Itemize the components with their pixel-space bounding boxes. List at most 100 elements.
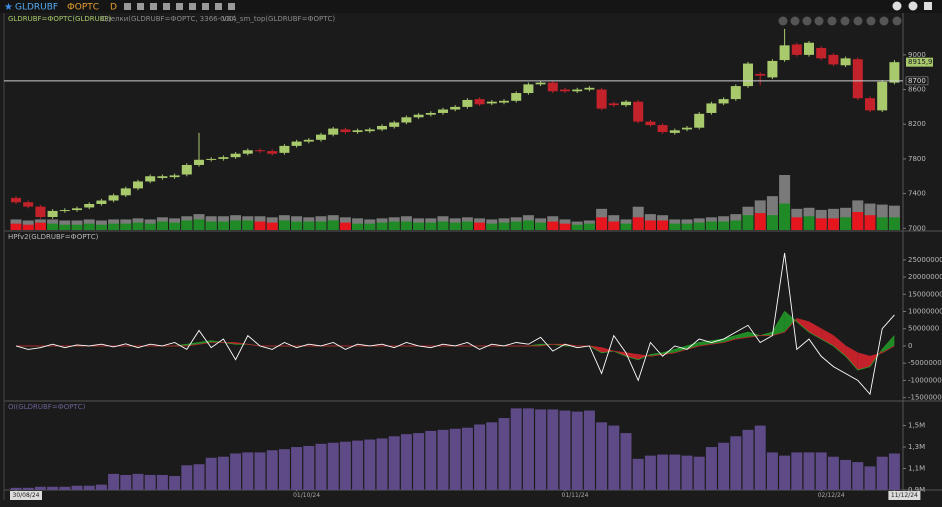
tool-icon[interactable]	[163, 3, 170, 10]
panel-title: OI(GLDRUBF=ФОРТС)	[8, 403, 86, 411]
candle-body	[816, 47, 827, 59]
date-label-box	[888, 491, 921, 500]
volume-bar	[144, 223, 156, 230]
candle-body	[206, 158, 217, 160]
volume-bar	[291, 221, 303, 230]
oi-bar	[718, 442, 730, 490]
tool-icon[interactable]	[189, 3, 196, 10]
oi-bar	[803, 452, 815, 490]
nav-button[interactable]	[853, 16, 863, 26]
tool-icon[interactable]	[176, 3, 183, 10]
candle-body	[133, 181, 143, 189]
volume-bar	[71, 224, 83, 230]
nav-button[interactable]	[802, 16, 812, 26]
y-tick-label: 1,1M	[908, 465, 925, 473]
date-label-box	[559, 491, 591, 500]
exchange[interactable]: ФОРТС	[67, 3, 99, 13]
oi-bar	[22, 487, 34, 490]
candle-body	[547, 82, 558, 92]
tool-icon[interactable]	[150, 3, 157, 10]
tool-icon[interactable]	[215, 3, 222, 10]
candle-body	[511, 93, 522, 101]
star-icon[interactable]: ★	[4, 2, 13, 13]
oi-bar	[413, 433, 425, 490]
oi-bar	[705, 447, 717, 490]
tool-icon[interactable]	[202, 3, 209, 10]
signal-fill	[199, 340, 212, 345]
nav-button[interactable]	[827, 16, 837, 26]
candle-body	[865, 98, 875, 111]
candle-body	[279, 145, 290, 153]
level-label-box	[905, 76, 929, 86]
candle-body	[669, 130, 680, 133]
period[interactable]: D	[110, 3, 117, 13]
volume-bar	[486, 223, 498, 230]
signal-fill	[845, 345, 858, 371]
candle-body	[718, 99, 729, 104]
nav-button[interactable]	[866, 16, 876, 26]
candle-body	[682, 127, 692, 130]
oi-bar	[266, 450, 278, 490]
close-button[interactable]	[924, 2, 932, 10]
volume-bar	[400, 221, 412, 230]
signal-fill	[821, 328, 834, 346]
currency-button[interactable]	[892, 1, 902, 11]
volume-bar	[693, 222, 705, 230]
nav-button[interactable]	[892, 16, 902, 26]
candle-body	[145, 176, 156, 182]
volume-bar	[59, 224, 71, 230]
volume-bar	[193, 219, 205, 230]
y-tick-label: 1,5M	[908, 422, 925, 430]
tool-icon[interactable]	[124, 3, 131, 10]
oi-bar	[644, 455, 656, 490]
signal-fill	[748, 332, 761, 338]
level-label: 8700	[908, 77, 926, 85]
oi-bar	[535, 409, 547, 490]
nav-button[interactable]	[814, 16, 824, 26]
volume-bar	[535, 222, 547, 230]
candle-body	[96, 200, 107, 204]
candle-body	[303, 139, 314, 142]
nav-button[interactable]	[879, 16, 889, 26]
signal-fill	[650, 352, 663, 357]
candle-body	[352, 130, 363, 133]
y-tick-label: -5000000	[908, 359, 942, 367]
oi-bar	[876, 456, 888, 490]
oi-bar	[156, 474, 168, 490]
candle-body	[743, 63, 753, 87]
oi-bar	[10, 487, 22, 490]
y-tick-label: -1500000	[908, 394, 942, 402]
nav-button[interactable]	[840, 16, 850, 26]
volume-bar	[352, 223, 364, 230]
oi-bar	[169, 476, 181, 490]
candle-body	[755, 73, 766, 76]
symbol[interactable]: GLDRUBF	[15, 3, 58, 13]
y-tick-label: 25000000	[908, 256, 942, 264]
candle-body	[72, 208, 82, 211]
oi-bar	[120, 474, 132, 490]
y-tick-label: 7000	[908, 224, 926, 232]
x-tick-label: 01/10/24	[293, 492, 320, 499]
candle-body	[11, 197, 21, 203]
volume-bar	[547, 221, 559, 230]
volume-bar	[876, 217, 888, 230]
x-tick-label: 11/12/24	[891, 492, 918, 499]
settings-button[interactable]	[908, 1, 918, 11]
volume-bar	[364, 223, 376, 230]
y-tick-label: 1,3M	[908, 443, 925, 451]
signal-fill	[809, 321, 822, 340]
candle-body	[852, 59, 863, 99]
tool-icon[interactable]	[137, 3, 144, 10]
oi-bar	[559, 410, 571, 490]
y-tick-label: 0,9M	[908, 486, 925, 494]
oi-bar	[815, 452, 827, 490]
nav-button[interactable]	[790, 16, 800, 26]
signal-fill	[674, 345, 687, 353]
tool-icon[interactable]	[228, 3, 235, 10]
candle-body	[35, 206, 46, 217]
oi-bar	[278, 449, 290, 490]
volume-bar	[278, 220, 290, 230]
nav-button[interactable]	[778, 16, 788, 26]
volume-bar	[669, 223, 681, 230]
candle-body	[608, 103, 619, 106]
